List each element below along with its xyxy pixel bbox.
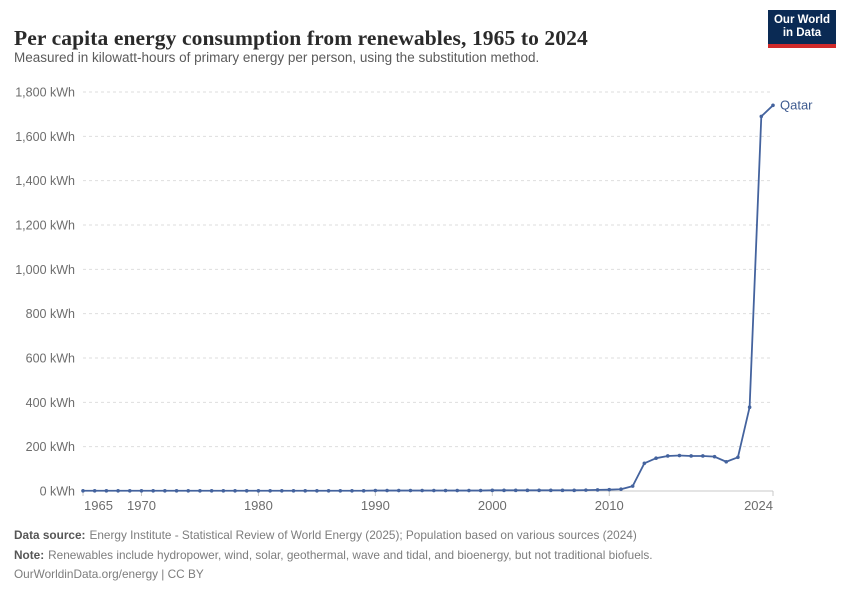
data-point[interactable] — [291, 488, 296, 493]
data-point[interactable] — [408, 488, 413, 493]
data-point[interactable] — [350, 488, 354, 493]
owid-logo-line1: Our World — [773, 14, 830, 26]
license-link[interactable]: OurWorldinData.org/energy | CC BY — [14, 567, 204, 581]
note-text: Renewables include hydropower, wind, sol… — [48, 547, 653, 562]
data-source-text: Energy Institute - Statistical Review of… — [89, 528, 637, 542]
data-point[interactable] — [256, 488, 261, 493]
data-point[interactable] — [268, 488, 272, 493]
x-axis-label: 2000 — [478, 498, 507, 513]
y-axis-label: 1,000 kWh — [15, 263, 75, 277]
y-axis-label: 0 kWh — [40, 485, 75, 499]
data-point[interactable] — [525, 488, 530, 493]
data-point[interactable] — [198, 488, 202, 493]
data-point[interactable] — [373, 488, 378, 493]
y-axis-label: 1,200 kWh — [15, 219, 75, 233]
data-point[interactable] — [139, 488, 144, 493]
data-point[interactable] — [572, 488, 576, 493]
data-line[interactable] — [82, 104, 774, 492]
y-axis-label: 1,600 kWh — [15, 130, 75, 144]
x-axis-label: 2010 — [595, 498, 624, 513]
y-axis-label: 800 kWh — [26, 307, 75, 321]
owid-logo[interactable]: Our World in Data — [768, 10, 836, 48]
data-point[interactable] — [396, 488, 401, 493]
data-point[interactable] — [127, 488, 132, 493]
data-point[interactable] — [619, 487, 623, 492]
data-point[interactable] — [467, 488, 471, 493]
data-point[interactable] — [104, 488, 109, 493]
data-point[interactable] — [677, 453, 682, 458]
y-axis-label: 600 kWh — [26, 352, 75, 366]
x-axis-label: 1970 — [127, 498, 156, 513]
data-point[interactable] — [654, 456, 658, 460]
data-point[interactable] — [455, 488, 460, 493]
x-axis-label: 2024 — [744, 498, 773, 513]
x-axis-label: 1990 — [361, 498, 390, 513]
data-point[interactable] — [771, 103, 775, 108]
y-axis-label: 1,800 kWh — [15, 86, 75, 100]
data-point[interactable] — [724, 459, 729, 464]
data-point[interactable] — [736, 455, 740, 460]
data-point[interactable] — [233, 488, 237, 493]
note-line: Note: Renewables include hydropower, wind… — [14, 546, 814, 566]
x-axis-label: 1980 — [244, 498, 273, 513]
data-source-label: Data source: — [14, 528, 86, 542]
chart-footer: Data source: Energy Institute - Statistic… — [14, 526, 814, 585]
y-axis-label: 400 kWh — [26, 396, 75, 410]
note-label: Note: — [14, 547, 45, 562]
data-point[interactable] — [221, 488, 226, 493]
data-point[interactable] — [689, 454, 693, 458]
data-point[interactable] — [326, 488, 331, 493]
chart-subtitle: Measured in kilowatt-hours of primary en… — [14, 50, 540, 65]
data-point[interactable] — [163, 488, 167, 493]
x-axis-label: 1965 — [84, 498, 113, 513]
data-point[interactable] — [186, 488, 191, 493]
data-point[interactable] — [642, 461, 647, 466]
data-point[interactable] — [174, 488, 179, 493]
data-source-line: Data source: Energy Institute - Statistic… — [14, 526, 814, 546]
data-point[interactable] — [81, 488, 85, 493]
data-point[interactable] — [759, 114, 764, 119]
data-point[interactable] — [209, 488, 214, 493]
data-point[interactable] — [432, 488, 436, 493]
data-point[interactable] — [607, 487, 612, 492]
data-point[interactable] — [560, 488, 565, 493]
series-label[interactable]: Qatar — [780, 97, 813, 112]
data-point[interactable] — [280, 488, 284, 493]
data-point[interactable] — [151, 488, 155, 493]
data-point[interactable] — [420, 488, 424, 493]
data-point[interactable] — [584, 488, 588, 492]
data-point[interactable] — [315, 488, 319, 493]
y-axis-label: 200 kWh — [26, 440, 75, 454]
data-point[interactable] — [244, 488, 249, 493]
data-point[interactable] — [747, 405, 752, 410]
data-point[interactable] — [443, 488, 448, 493]
data-point[interactable] — [701, 454, 705, 458]
data-point[interactable] — [513, 488, 518, 493]
data-point[interactable] — [595, 488, 600, 492]
data-point[interactable] — [116, 488, 120, 493]
data-point[interactable] — [502, 488, 506, 493]
data-point[interactable] — [303, 488, 308, 493]
data-point[interactable] — [338, 488, 343, 493]
data-point[interactable] — [385, 488, 389, 493]
data-point[interactable] — [92, 488, 97, 493]
data-point[interactable] — [712, 454, 717, 459]
data-point[interactable] — [361, 488, 366, 493]
data-point[interactable] — [548, 488, 553, 493]
data-point[interactable] — [537, 488, 541, 493]
data-point[interactable] — [490, 488, 495, 493]
data-point[interactable] — [665, 454, 670, 458]
data-point[interactable] — [630, 484, 635, 488]
line-chart[interactable]: 0 kWh 200 kWh 400 kWh 600 kWh 800 kWh 1,000 k… — [0, 80, 850, 520]
page-title: Per capita energy consumption from renew… — [14, 26, 588, 51]
data-point[interactable] — [478, 488, 483, 493]
owid-logo-line2: in Data — [782, 27, 822, 39]
y-axis-label: 1,400 kWh — [15, 174, 75, 188]
